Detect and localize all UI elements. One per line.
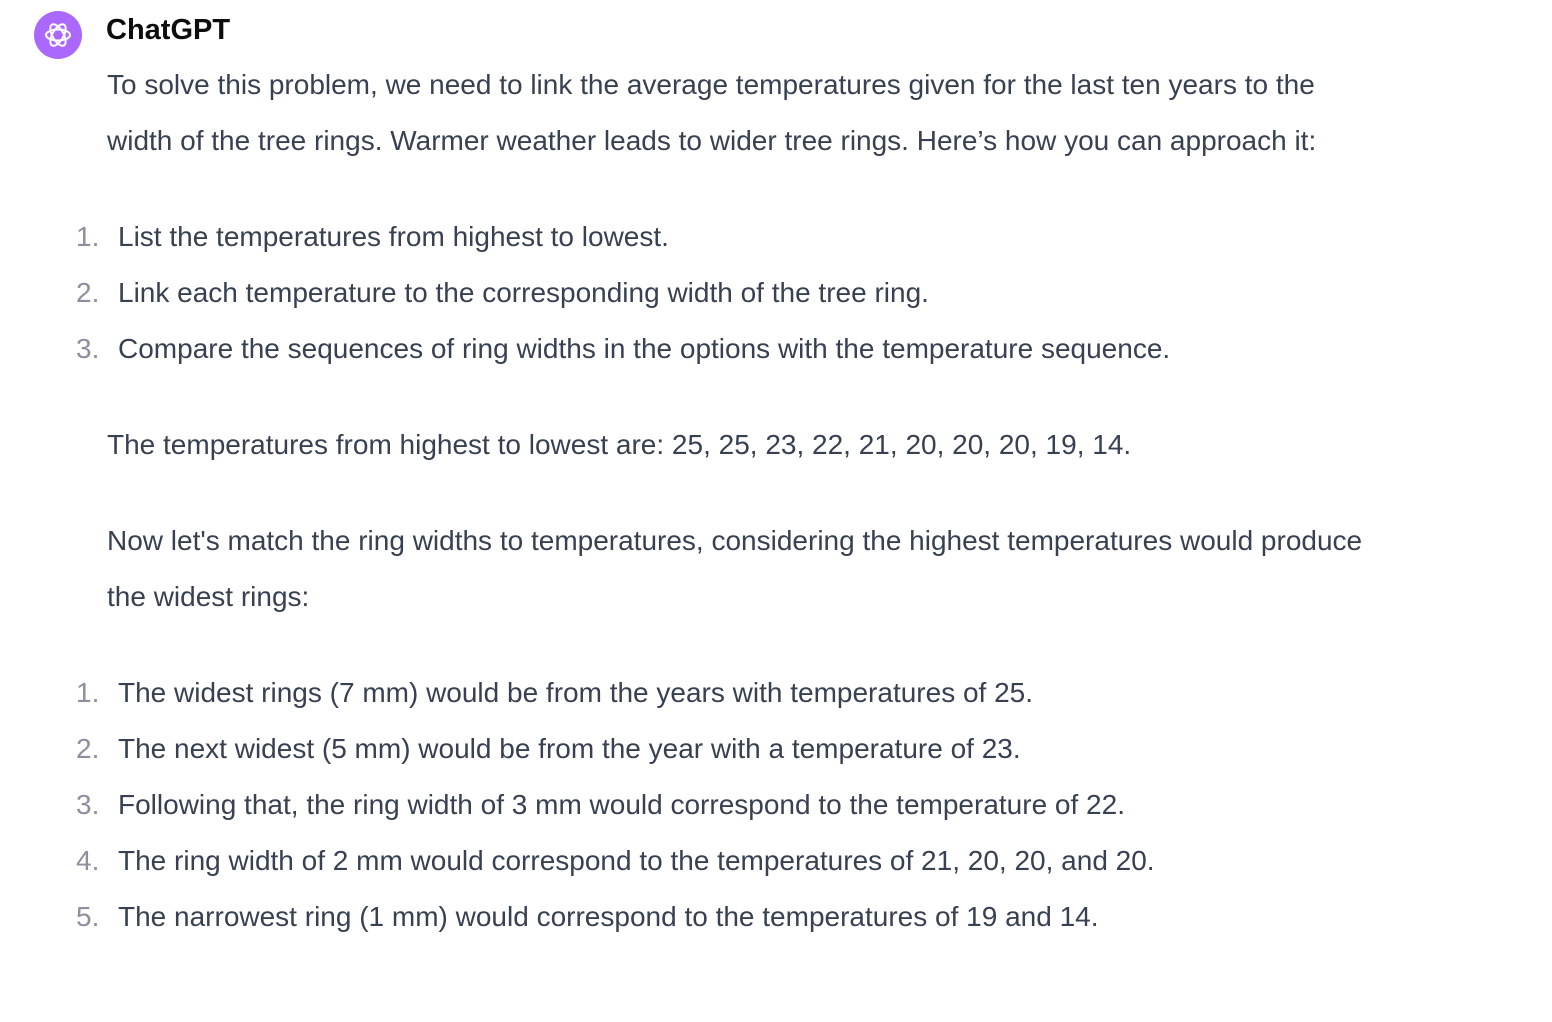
- list-item: 4. The ring width of 2 mm would correspon…: [76, 845, 1155, 876]
- message-body: To solve this problem, we need to link t…: [76, 57, 1367, 945]
- list-item: 2. The next widest (5 mm) would be from t…: [76, 733, 1021, 764]
- openai-logo-icon: [45, 23, 71, 47]
- sorted-paragraph: The temperatures from highest to lowest …: [107, 429, 1132, 460]
- steps-list: 1. List the temperatures from highest to …: [76, 209, 1367, 377]
- intro-paragraph: To solve this problem, we need to link t…: [107, 69, 1317, 156]
- list-item: 1. The widest rings (7 mm) would be from …: [76, 677, 1034, 708]
- list-item: 2. Link each temperature to the correspon…: [76, 277, 929, 308]
- list-item: 5. The narrowest ring (1 mm) would corres…: [76, 901, 1099, 932]
- list-item: 3. Compare the sequences of ring widths i…: [76, 333, 1171, 364]
- list-item: 3. Following that, the ring width of 3 mm…: [76, 789, 1125, 820]
- list-item: 1. List the temperatures from highest to …: [76, 221, 669, 252]
- match-intro-paragraph: Now let's match the ring widths to tempe…: [107, 525, 1363, 612]
- avatar: [34, 11, 82, 59]
- matches-list: 1. The widest rings (7 mm) would be from …: [76, 665, 1367, 945]
- author-name: ChatGPT: [106, 14, 231, 46]
